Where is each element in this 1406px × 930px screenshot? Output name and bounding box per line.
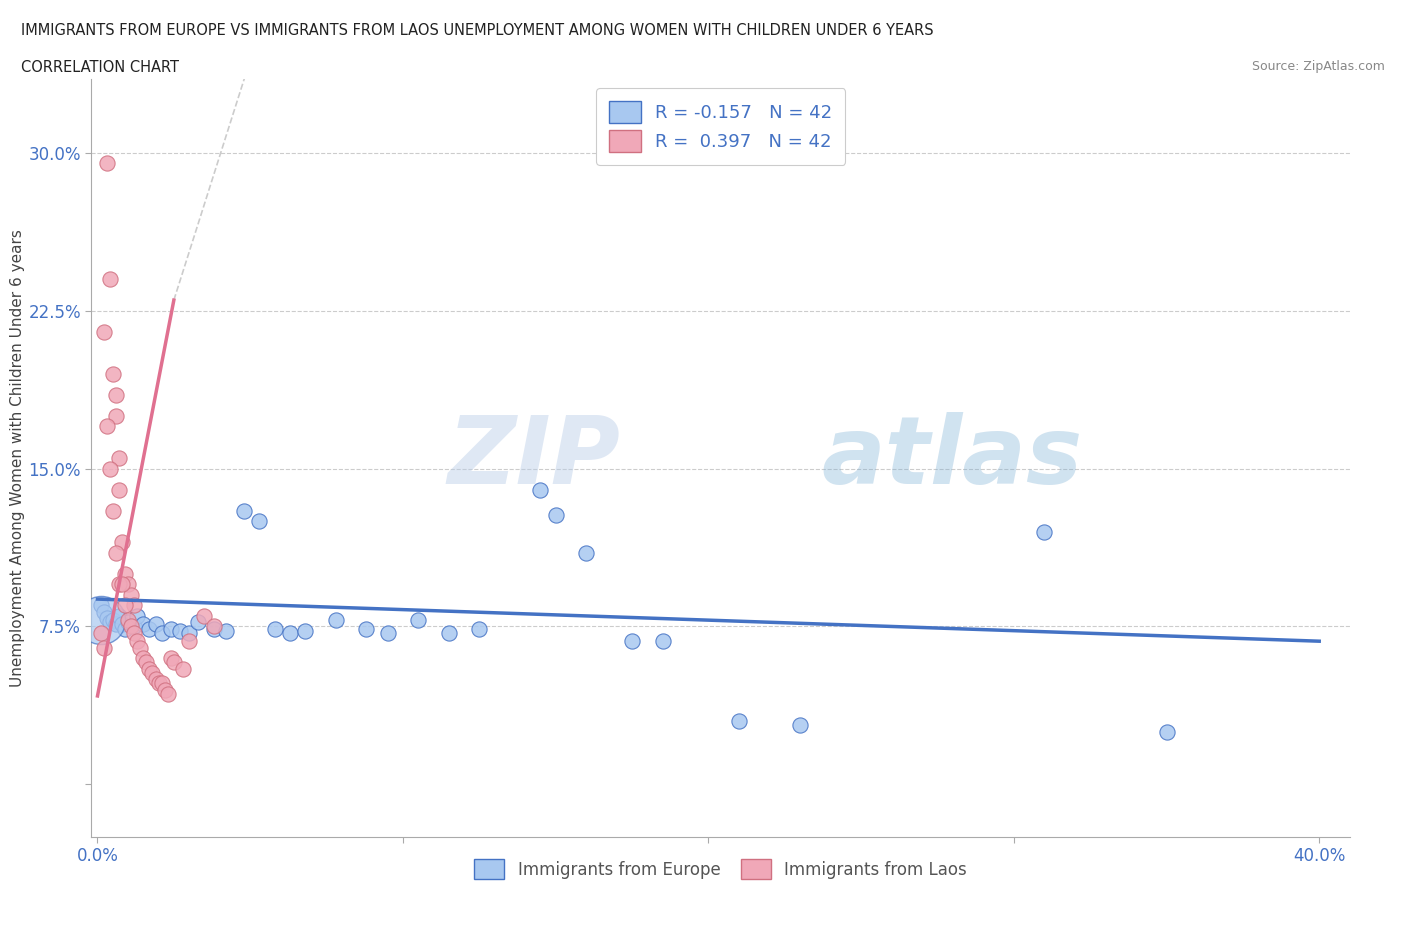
Point (187, 615, 209, 630)
Point (108, 608, 131, 623)
Point (101, 366, 124, 381)
Point (135, 655, 157, 670)
Point (117, 613, 139, 628)
Point (120, 588, 142, 603)
Point (202, 621, 225, 636)
Point (325, 613, 347, 628)
Point (114, 621, 136, 636)
Point (1033, 525, 1056, 539)
Point (111, 535, 134, 550)
Point (179, 625, 201, 640)
Point (159, 651, 181, 666)
Point (108, 482, 131, 497)
Point (294, 623, 316, 638)
Point (127, 633, 149, 648)
Point (575, 545, 598, 560)
Point (163, 655, 186, 670)
Point (377, 625, 399, 640)
Point (179, 633, 201, 648)
Point (122, 625, 145, 640)
Point (98, 461, 121, 476)
Point (529, 482, 551, 497)
Point (156, 686, 179, 701)
Point (96, 611, 118, 626)
Point (90, 625, 112, 640)
Point (120, 619, 142, 634)
Text: CORRELATION CHART: CORRELATION CHART (21, 60, 179, 75)
Point (437, 625, 460, 640)
Point (145, 671, 167, 686)
Point (104, 617, 127, 631)
Point (132, 651, 155, 666)
Point (406, 613, 429, 628)
Point (101, 613, 124, 628)
Point (215, 623, 238, 638)
Point (101, 503, 124, 518)
Point (98, 615, 121, 630)
Text: atlas: atlas (821, 412, 1083, 504)
Point (98, 272, 121, 286)
Point (150, 676, 173, 691)
Point (93, 640, 115, 655)
Point (93, 604, 115, 619)
Point (104, 388, 127, 403)
Point (90, 613, 112, 628)
Point (651, 633, 673, 648)
Point (96, 156, 118, 171)
Point (111, 617, 134, 631)
Point (108, 451, 131, 466)
Point (132, 617, 155, 631)
Point (129, 640, 152, 655)
Text: IMMIGRANTS FROM EUROPE VS IMMIGRANTS FROM LAOS UNEMPLOYMENT AMONG WOMEN WITH CHI: IMMIGRANTS FROM EUROPE VS IMMIGRANTS FRO… (21, 23, 934, 38)
Point (247, 513, 270, 528)
Point (728, 713, 751, 728)
Point (111, 577, 134, 591)
Point (789, 718, 811, 733)
Point (263, 621, 285, 636)
Legend: Immigrants from Europe, Immigrants from Laos: Immigrants from Europe, Immigrants from … (464, 849, 977, 889)
Point (148, 676, 170, 691)
Point (104, 408, 127, 423)
Point (90, 598, 112, 613)
Point (127, 608, 149, 623)
Point (193, 608, 215, 623)
Y-axis label: Unemployment Among Women with Children Under 6 years: Unemployment Among Women with Children U… (10, 229, 25, 687)
Point (122, 598, 145, 613)
Point (138, 621, 160, 636)
Point (96, 419, 118, 434)
Point (122, 619, 145, 634)
Point (153, 683, 176, 698)
Text: Source: ZipAtlas.com: Source: ZipAtlas.com (1251, 60, 1385, 73)
Point (93, 325, 115, 339)
Point (202, 619, 225, 634)
Point (138, 661, 160, 676)
Point (104, 545, 127, 560)
Point (114, 566, 136, 581)
Point (468, 621, 491, 636)
Point (233, 503, 256, 518)
Point (145, 617, 167, 631)
Point (356, 621, 378, 636)
Point (141, 665, 163, 680)
Point (544, 508, 567, 523)
Point (172, 661, 194, 676)
Point (150, 625, 173, 640)
Point (169, 623, 191, 638)
Point (114, 598, 136, 613)
Text: ZIP: ZIP (447, 412, 620, 504)
Point (117, 577, 139, 591)
Point (117, 615, 139, 630)
Point (159, 621, 181, 636)
Point (278, 625, 301, 640)
Point (108, 577, 131, 591)
Point (1156, 724, 1178, 739)
Point (621, 633, 644, 648)
